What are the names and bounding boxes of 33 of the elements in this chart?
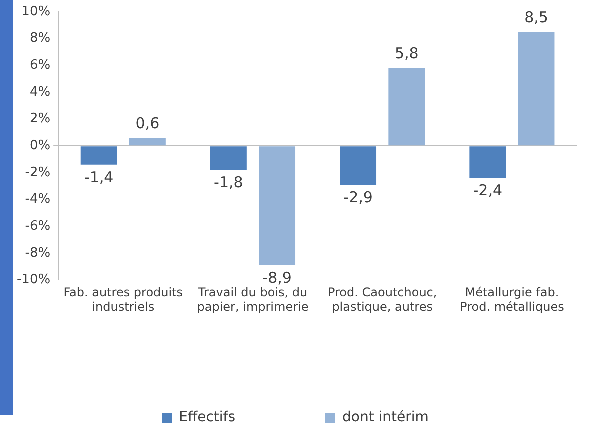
y-tick-label: 0% bbox=[30, 138, 51, 154]
x-tick-label: Travail du bois, du papier, imprimerie bbox=[197, 286, 309, 314]
bar bbox=[80, 146, 118, 165]
bar bbox=[210, 146, 247, 170]
y-tick-label: 2% bbox=[30, 112, 51, 127]
x-tick-label: Prod. Caoutchouc, plastique, autres bbox=[328, 286, 438, 314]
bar bbox=[129, 138, 166, 146]
bar bbox=[259, 146, 296, 266]
data-label: 5,8 bbox=[394, 44, 419, 63]
y-tick-label: 6% bbox=[30, 58, 51, 74]
y-tick-label: -10% bbox=[16, 272, 51, 288]
bar bbox=[470, 146, 506, 178]
bar bbox=[518, 32, 555, 146]
y-tick-label: -4% bbox=[25, 192, 51, 208]
y-tick-label: -6% bbox=[25, 218, 51, 234]
legend-label: dont intérim bbox=[342, 410, 429, 426]
y-tick-label: 4% bbox=[30, 84, 51, 100]
data-label: -2,9 bbox=[344, 188, 373, 206]
data-label: 8,5 bbox=[524, 8, 548, 27]
y-tick-label: -2% bbox=[25, 165, 51, 180]
data-label: -1,8 bbox=[214, 174, 244, 192]
legend-label: Effectifs bbox=[179, 410, 236, 426]
y-tick-label: 10% bbox=[22, 4, 51, 20]
x-tick-label: Fab. autres produits industriels bbox=[64, 286, 184, 314]
x-tick-label: Métallurgie fab. Prod. métalliques bbox=[460, 286, 564, 314]
y-tick-label: -8% bbox=[25, 246, 51, 261]
data-label: -1,4 bbox=[84, 168, 114, 186]
y-tick-label: 8% bbox=[30, 31, 51, 46]
bar bbox=[340, 146, 377, 185]
data-label: -8,9 bbox=[262, 268, 292, 287]
bar bbox=[388, 68, 426, 146]
data-label: -2,4 bbox=[473, 182, 503, 200]
data-label: 0,6 bbox=[136, 114, 160, 132]
